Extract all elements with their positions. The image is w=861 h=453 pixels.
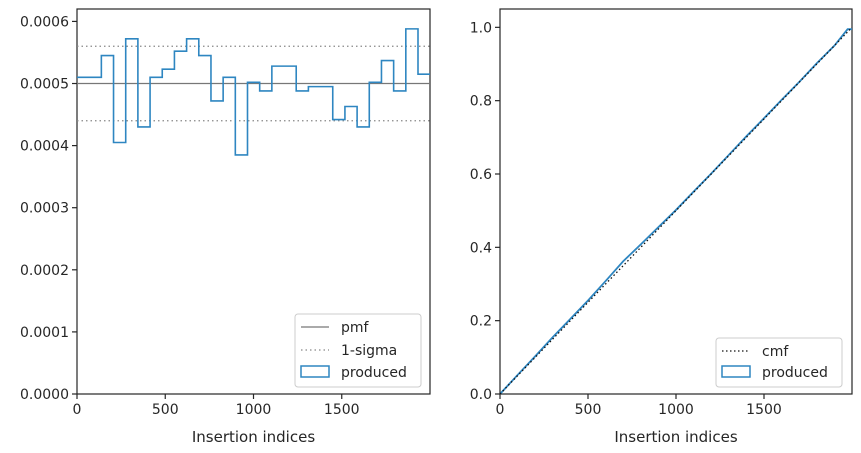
x-tick-label: 0	[73, 402, 82, 418]
x-axis-right: 0 500 1000 1500	[496, 394, 782, 418]
legend-right: cmf produced	[715, 337, 843, 388]
legend-1-sigma-label: 1-sigma	[341, 343, 397, 359]
y-tick-label: 0.4	[470, 240, 492, 256]
x-tick-label: 1500	[746, 402, 782, 418]
plot-area-left	[77, 28, 430, 156]
legend-pmf-label: pmf	[341, 320, 370, 336]
y-tick-label: 0.0001	[20, 325, 69, 341]
legend-left: pmf 1-sigma produced	[294, 313, 422, 388]
legend-box-left	[294, 313, 422, 388]
y-tick-label: 0.0002	[20, 263, 69, 279]
x-tick-label: 0	[496, 402, 505, 418]
y-tick-label: 0.0005	[20, 77, 69, 93]
x-axis-label-left: Insertion indices	[192, 428, 315, 446]
legend-produced-swatch	[300, 365, 330, 378]
x-tick-label: 500	[575, 402, 602, 418]
x-tick-label: 1000	[236, 402, 272, 418]
legend-box-right	[715, 337, 843, 388]
x-tick-label: 500	[152, 402, 179, 418]
x-tick-label: 1500	[324, 402, 360, 418]
y-axis-right: 0.0 0.2 0.4 0.6 0.8 1.0	[470, 20, 500, 403]
y-axis-left: 0.0000 0.0001 0.0002 0.0003 0.0004 0.0005 0.00…	[20, 14, 77, 403]
produced-step-line	[77, 28, 430, 156]
legend-produced-swatch	[721, 365, 751, 378]
y-tick-label: 0.0	[470, 387, 492, 403]
cmf-line	[500, 26, 852, 394]
y-tick-label: 0.0004	[20, 139, 69, 155]
y-tick-label: 1.0	[470, 20, 492, 36]
x-axis-left: 0 500 1000 1500	[73, 394, 360, 418]
x-tick-label: 1000	[658, 402, 694, 418]
y-tick-label: 0.2	[470, 314, 492, 330]
legend-produced-label: produced	[341, 365, 407, 381]
legend-produced-label: produced	[762, 365, 828, 381]
y-tick-label: 0.8	[470, 94, 492, 110]
y-tick-label: 0.0006	[20, 14, 69, 30]
y-tick-label: 0.6	[470, 167, 492, 183]
plot-area-right	[500, 26, 852, 394]
x-axis-label-right: Insertion indices	[614, 428, 737, 446]
legend-cmf-label: cmf	[762, 344, 789, 360]
y-tick-label: 0.0000	[20, 387, 69, 403]
y-tick-label: 0.0003	[20, 201, 69, 217]
chart-left: 0 500 1000 1500 0.00000.00010.00020.00030.0…	[20, 8, 431, 446]
chart-right: 0 500 1000 1500 0.0 0.2 0.4 0.6 0.8 1.0 Insertio…	[470, 8, 853, 446]
